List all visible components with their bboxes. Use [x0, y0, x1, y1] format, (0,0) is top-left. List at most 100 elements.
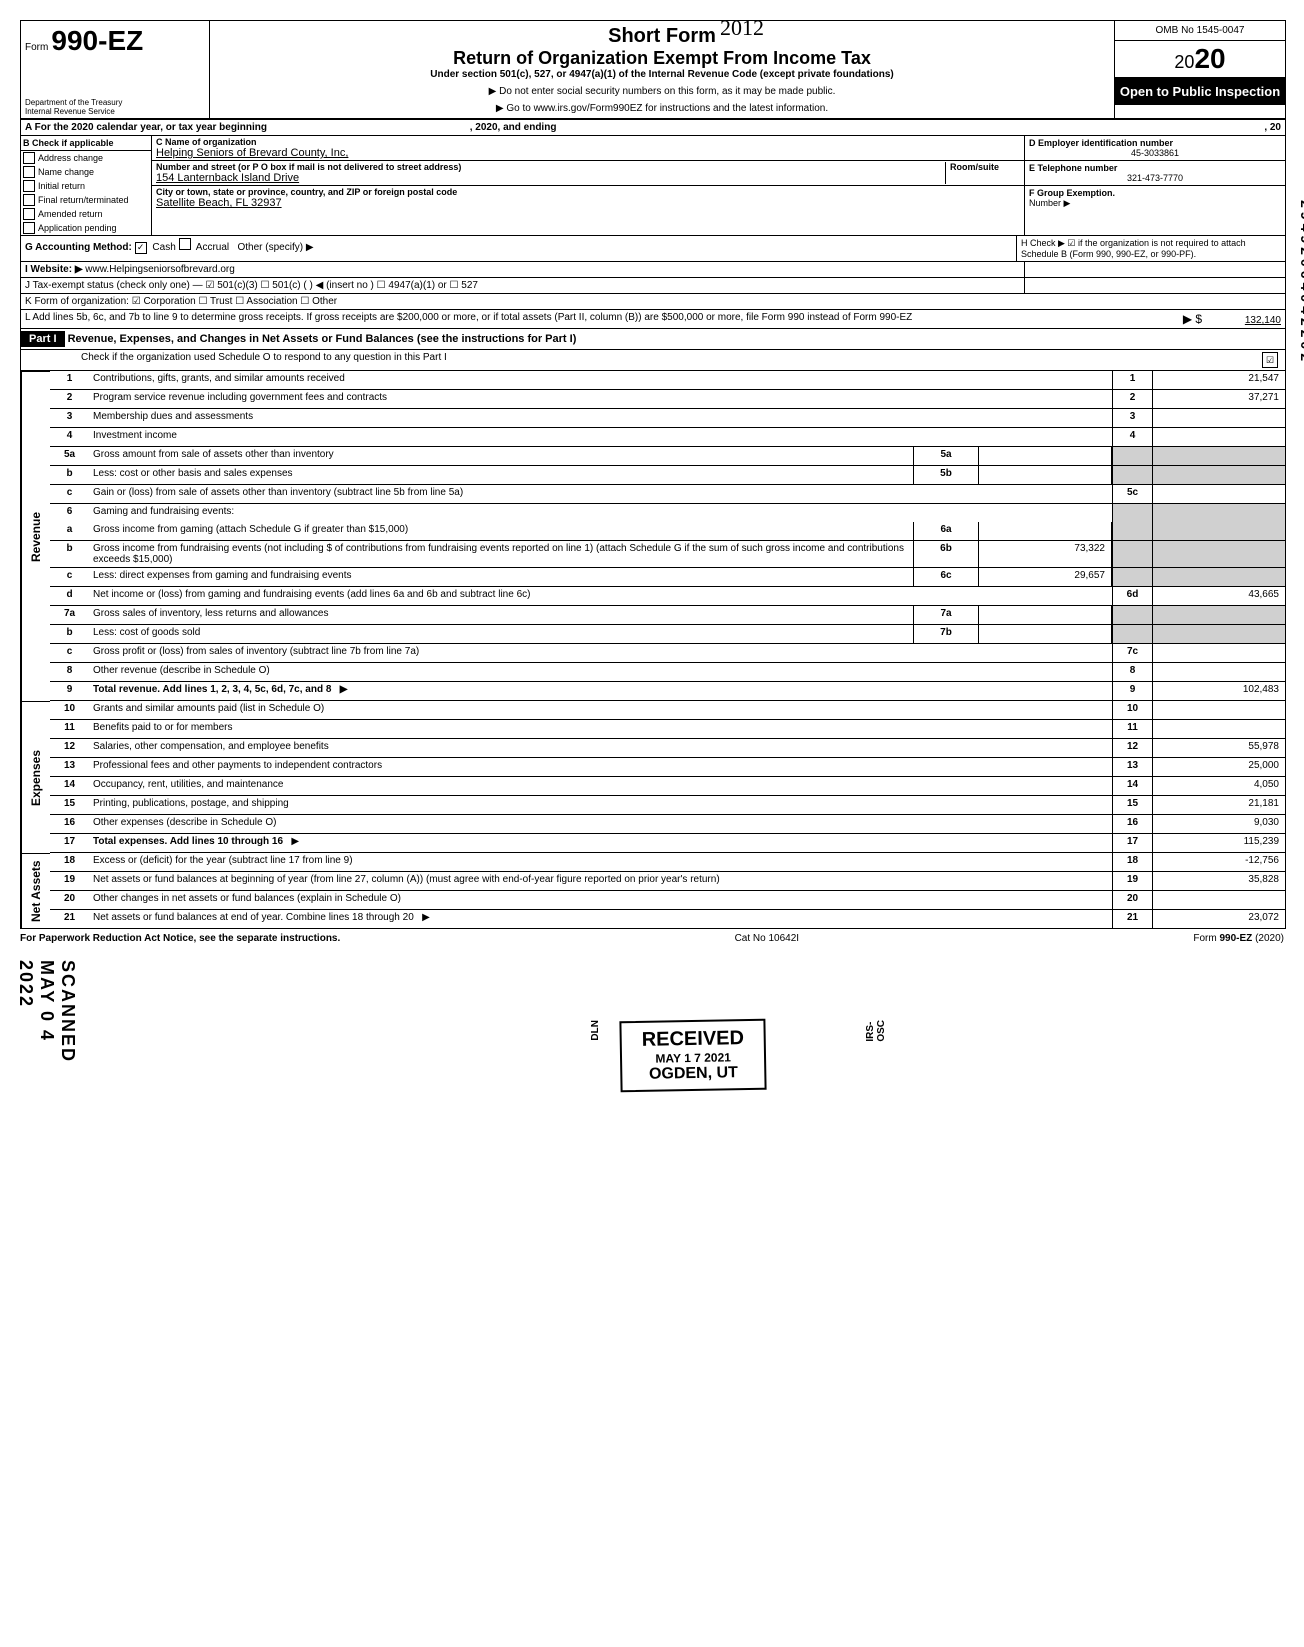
checkbox-accrual[interactable]	[179, 238, 191, 250]
result-box: 1	[1112, 371, 1152, 389]
phone-label: E Telephone number	[1029, 163, 1281, 173]
line-desc: Contributions, gifts, grants, and simila…	[89, 371, 1112, 389]
section-right: D Employer identification number 45-3033…	[1025, 136, 1285, 235]
inner-val	[979, 625, 1112, 643]
line-desc: Other changes in net assets or fund bala…	[89, 891, 1112, 909]
line-desc: Professional fees and other payments to …	[89, 758, 1112, 776]
result-val	[1152, 891, 1285, 909]
website-label: I Website: ▶	[25, 264, 83, 275]
line-num: 19	[50, 872, 89, 890]
section-g-label: G Accounting Method:	[25, 242, 132, 253]
result-box: 3	[1112, 409, 1152, 427]
line-desc: Salaries, other compensation, and employ…	[89, 739, 1112, 757]
result-val	[1152, 409, 1285, 427]
result-val	[1152, 644, 1285, 662]
result-shaded	[1112, 625, 1152, 643]
result-box: 17	[1112, 834, 1152, 852]
line-desc: Program service revenue including govern…	[89, 390, 1112, 408]
result-val: 102,483	[1152, 682, 1285, 700]
scanned-stamp: SCANNED MAY 0 4 2022	[15, 960, 78, 1063]
inner-box: 6c	[913, 568, 979, 586]
dln-label: DLN	[590, 1020, 601, 1041]
footer: For Paperwork Reduction Act Notice, see …	[20, 929, 1284, 948]
line-desc: Membership dues and assessments	[89, 409, 1112, 427]
other-label: Other (specify) ▶	[237, 242, 313, 253]
received-text: RECEIVED	[642, 1027, 745, 1052]
result-val: 9,030	[1152, 815, 1285, 833]
result-box: 2	[1112, 390, 1152, 408]
line-desc: Less: direct expenses from gaming and fu…	[89, 568, 913, 586]
line-num: 17	[50, 834, 89, 852]
revenue-side-label: Revenue	[21, 371, 50, 701]
checkbox-amended[interactable]	[23, 208, 35, 220]
line-desc: Gross income from gaming (attach Schedul…	[89, 522, 913, 540]
section-a-mid: , 2020, and ending	[470, 122, 557, 133]
checkbox-address[interactable]	[23, 152, 35, 164]
footer-left: For Paperwork Reduction Act Notice, see …	[20, 933, 340, 944]
line-desc: Less: cost of goods sold	[89, 625, 913, 643]
result-val	[1152, 701, 1285, 719]
checkbox-pending[interactable]	[23, 222, 35, 234]
accrual-label: Accrual	[196, 242, 229, 253]
inner-box: 6b	[913, 541, 979, 567]
result-val	[1152, 485, 1285, 503]
form-number: 990-EZ	[51, 25, 143, 56]
checkbox-name[interactable]	[23, 166, 35, 178]
dln-side-number: 29492064042202	[1298, 200, 1304, 365]
result-shaded	[1152, 466, 1285, 484]
result-box: 12	[1112, 739, 1152, 757]
room-label: Room/suite	[950, 162, 1020, 172]
form-prefix: Form	[25, 42, 48, 53]
result-shaded	[1152, 504, 1285, 522]
result-box: 9	[1112, 682, 1152, 700]
subtitle: Under section 501(c), 527, or 4947(a)(1)…	[218, 69, 1106, 80]
checkbox-cash[interactable]: ✓	[135, 242, 147, 254]
section-l-arrow: ▶ $	[1183, 312, 1202, 326]
result-shaded	[1112, 504, 1152, 522]
check-label: Initial return	[38, 181, 85, 191]
result-val: -12,756	[1152, 853, 1285, 871]
short-form-title: Short Form	[218, 25, 1106, 48]
result-box: 21	[1112, 910, 1152, 928]
line-num: 11	[50, 720, 89, 738]
section-h-text: H Check ▶ ☑ if the organization is not r…	[1021, 238, 1246, 259]
line-desc: Other expenses (describe in Schedule O)	[89, 815, 1112, 833]
addr-value: 154 Lanternback Island Drive	[156, 172, 945, 184]
result-shaded	[1152, 447, 1285, 465]
line-desc: Net income or (loss) from gaming and fun…	[89, 587, 1112, 605]
line-desc: Gross income from fundraising events (no…	[89, 541, 913, 567]
part1-title: Revenue, Expenses, and Changes in Net As…	[68, 333, 577, 345]
open-public-badge: Open to Public Inspection	[1115, 78, 1285, 105]
line-num: d	[50, 587, 89, 605]
expenses-side-label: Expenses	[21, 701, 50, 853]
part1-checkbox[interactable]: ☑	[1262, 352, 1278, 368]
dept-treasury: Department of the Treasury	[25, 98, 122, 107]
line-num: c	[50, 568, 89, 586]
result-val: 55,978	[1152, 739, 1285, 757]
group-number-label: Number ▶	[1029, 198, 1070, 208]
checkbox-final[interactable]	[23, 194, 35, 206]
inner-box: 7a	[913, 606, 979, 624]
dept-irs: Internal Revenue Service	[25, 107, 115, 116]
line-num: 21	[50, 910, 89, 928]
phone-value: 321-473-7770	[1029, 173, 1281, 183]
line-num: 2	[50, 390, 89, 408]
section-a-text: A For the 2020 calendar year, or tax yea…	[25, 122, 267, 133]
line-num: 15	[50, 796, 89, 814]
line-num: 12	[50, 739, 89, 757]
checkbox-initial[interactable]	[23, 180, 35, 192]
org-name-label: C Name of organization	[156, 137, 1020, 147]
line-num: 8	[50, 663, 89, 681]
check-label: Amended return	[38, 209, 103, 219]
inner-val	[979, 466, 1112, 484]
line-num: 18	[50, 853, 89, 871]
result-box: 8	[1112, 663, 1152, 681]
inner-val	[979, 522, 1112, 540]
result-val: 43,665	[1152, 587, 1285, 605]
line-num: b	[50, 625, 89, 643]
line-num: 14	[50, 777, 89, 795]
result-box: 11	[1112, 720, 1152, 738]
check-label: Final return/terminated	[38, 195, 129, 205]
main-title: Return of Organization Exempt From Incom…	[218, 48, 1106, 69]
received-stamp: RECEIVED MAY 1 7 2021 OGDEN, UT	[619, 1019, 766, 1093]
